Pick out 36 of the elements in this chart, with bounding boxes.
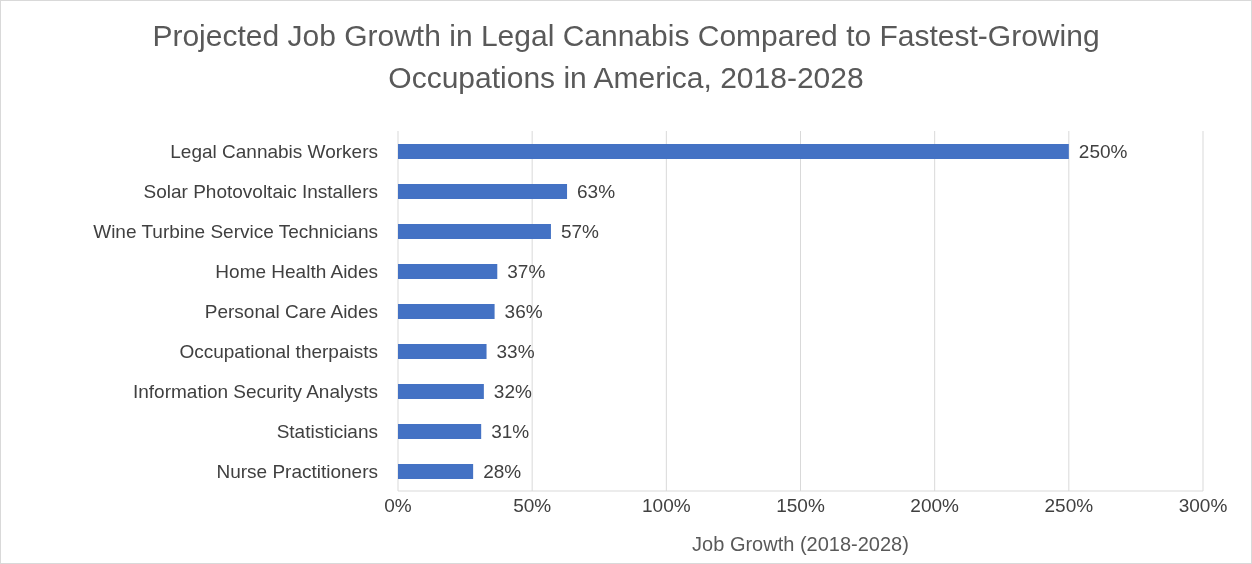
y-tick-label: Personal Care Aides bbox=[204, 300, 378, 322]
x-tick-label: 100% bbox=[642, 495, 691, 517]
data-label: 32% bbox=[493, 381, 532, 403]
data-label: 36% bbox=[504, 301, 543, 323]
x-tick-label: 150% bbox=[776, 495, 825, 517]
x-tick-label: 300% bbox=[1178, 495, 1228, 517]
x-tick-label: 50% bbox=[513, 495, 552, 517]
y-tick-label: Nurse Practitioners bbox=[216, 460, 378, 482]
data-label: 250% bbox=[1078, 141, 1128, 163]
y-tick-label: Information Security Analysts bbox=[133, 380, 378, 402]
bar bbox=[398, 384, 484, 399]
bar bbox=[398, 424, 482, 439]
bar bbox=[398, 264, 498, 279]
y-tick-label: Occupational therpaists bbox=[179, 340, 378, 362]
data-label: 31% bbox=[491, 421, 530, 443]
y-tick-label: Home Health Aides bbox=[215, 260, 378, 282]
bar bbox=[398, 144, 1069, 159]
bar bbox=[398, 304, 495, 319]
x-tick-label: 200% bbox=[910, 495, 960, 517]
data-label: 37% bbox=[507, 261, 546, 283]
bar bbox=[398, 464, 474, 479]
data-label: 57% bbox=[560, 221, 600, 243]
y-tick-label: Statisticians bbox=[276, 420, 378, 442]
x-tick-label: 250% bbox=[1044, 495, 1094, 517]
chart-title: Projected Job Growth in Legal Cannabis Compared to Fastest-Growing Occupations in America, 2018-2028 bbox=[151, 18, 1101, 96]
x-tick-label: 0% bbox=[384, 495, 412, 517]
y-tick-label: Wine Turbine Service Technicians bbox=[93, 220, 378, 242]
bar bbox=[398, 344, 487, 359]
y-tick-label: Solar Photovoltaic Installers bbox=[143, 180, 378, 202]
bar bbox=[398, 224, 551, 239]
data-label: 28% bbox=[483, 461, 522, 483]
data-label: 33% bbox=[496, 341, 535, 363]
y-tick-label: Legal Cannabis Workers bbox=[170, 140, 378, 162]
x-axis-title: Job Growth (2018-2028) bbox=[691, 533, 910, 556]
bar bbox=[398, 184, 568, 199]
data-label: 63% bbox=[577, 181, 616, 203]
